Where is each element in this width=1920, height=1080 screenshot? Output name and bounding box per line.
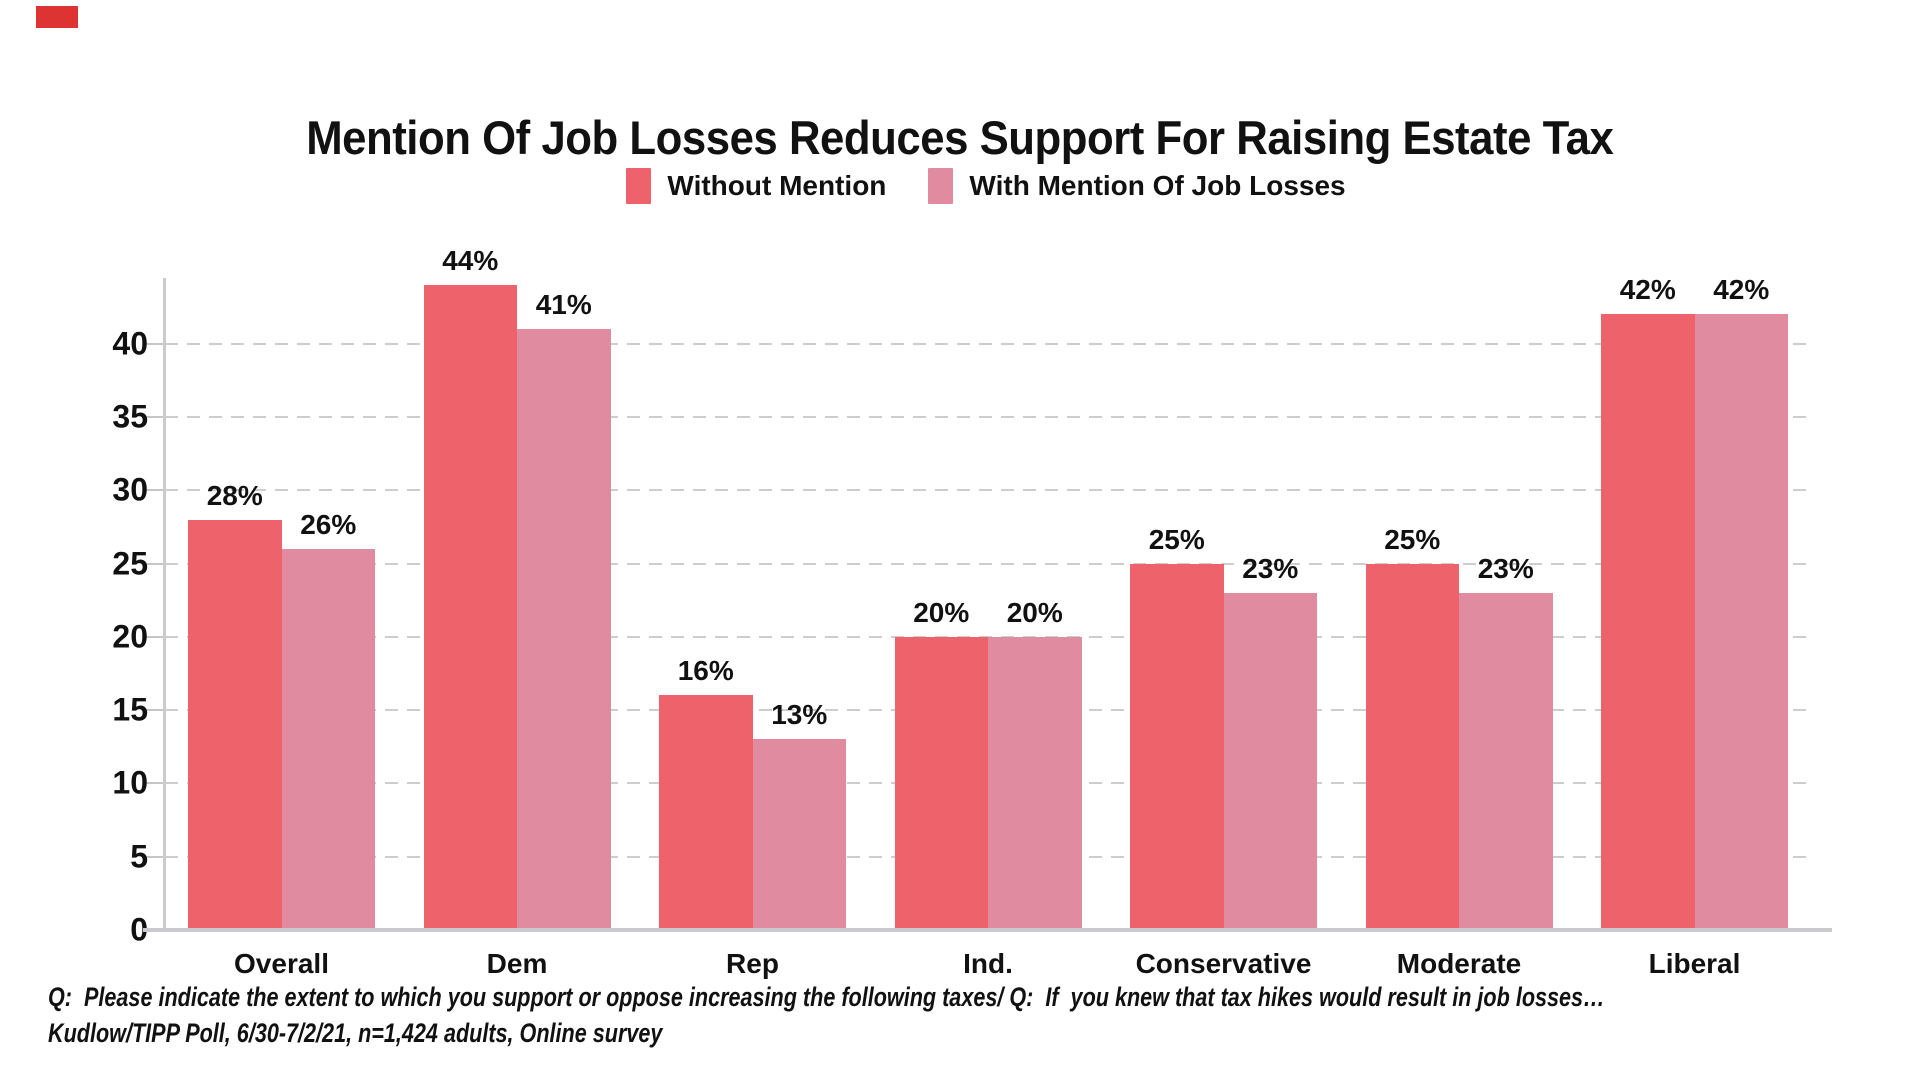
brand-corner-mark bbox=[36, 6, 78, 28]
value-label: 42% bbox=[1619, 274, 1676, 306]
bar-group-rep: 16% 13% bbox=[659, 285, 846, 930]
poll-source-note: Kudlow/TIPP Poll, 6/30-7/2/21, n=1,424 a… bbox=[48, 1018, 663, 1048]
y-tick-mark bbox=[143, 709, 163, 712]
y-tick-label: 10 bbox=[112, 764, 148, 801]
bar-without-mention: 20% bbox=[894, 597, 988, 930]
gridline-35 bbox=[165, 415, 1808, 418]
category-label-dem: Dem bbox=[486, 948, 548, 979]
category-label-liberal: Liberal bbox=[1648, 948, 1741, 979]
value-label: 16% bbox=[677, 655, 734, 687]
value-label: 25% bbox=[1384, 523, 1441, 555]
bar-without-mention: 25% bbox=[1130, 524, 1224, 930]
value-label: 23% bbox=[1477, 552, 1534, 584]
category-label-rep: Rep bbox=[726, 948, 779, 979]
category-label-conservative: Conservative bbox=[1135, 948, 1312, 979]
y-tick-mark bbox=[143, 562, 163, 565]
y-tick-mark bbox=[143, 415, 163, 418]
value-label: 13% bbox=[771, 699, 828, 731]
bar-group-liberal: 42% 42% bbox=[1601, 274, 1788, 930]
bar-with-mention: 20% bbox=[988, 597, 1082, 930]
y-tick-mark bbox=[143, 635, 163, 638]
y-tick-mark bbox=[143, 782, 163, 785]
legend-swatch-red bbox=[626, 168, 652, 204]
y-tick-label: 35 bbox=[112, 398, 148, 435]
value-label: 41% bbox=[535, 288, 592, 320]
bar-group-ind: 20% 20% bbox=[894, 285, 1082, 930]
y-tick-mark bbox=[143, 342, 163, 345]
category-label-moderate: Moderate bbox=[1396, 948, 1522, 979]
legend-swatch-pink bbox=[928, 168, 954, 204]
y-tick-label: 25 bbox=[112, 545, 148, 582]
bar-with-mention: 26% bbox=[281, 509, 375, 930]
bar-with-mention: 41% bbox=[517, 289, 611, 930]
value-label: 42% bbox=[1713, 274, 1770, 306]
y-tick-label: 20 bbox=[112, 618, 148, 655]
legend-label: Without Mention bbox=[667, 170, 887, 201]
bar-with-mention: 23% bbox=[1459, 553, 1553, 930]
bar-without-mention: 25% bbox=[1365, 524, 1459, 930]
value-label: 26% bbox=[300, 508, 357, 540]
survey-question-note: Q: Please indicate the extent to which y… bbox=[48, 982, 1605, 1012]
y-tick-label: 0 bbox=[130, 911, 148, 948]
chart-title: Mention Of Job Losses Reduces Support Fo… bbox=[306, 111, 1614, 165]
value-label: 25% bbox=[1148, 523, 1205, 555]
bar-group-conservative: 25% 23% bbox=[1130, 285, 1317, 930]
gridline-40 bbox=[165, 342, 1808, 345]
bar-group-overall: 28% 26% bbox=[188, 285, 375, 930]
bar-without-mention: 16% bbox=[659, 655, 753, 930]
category-label-ind: Ind. bbox=[963, 948, 1013, 979]
value-label: 20% bbox=[1006, 596, 1063, 628]
chart-footnotes: Q: Please indicate the extent to which y… bbox=[48, 984, 1920, 1047]
bar-without-mention: 28% bbox=[188, 480, 282, 930]
value-label: 23% bbox=[1242, 552, 1299, 584]
bar-with-mention: 42% bbox=[1694, 274, 1788, 930]
bar-without-mention: 42% bbox=[1601, 274, 1695, 930]
y-tick-mark bbox=[143, 855, 163, 858]
value-label: 20% bbox=[913, 596, 970, 628]
bar-without-mention: 44% bbox=[423, 245, 517, 930]
y-tick-label: 30 bbox=[112, 471, 148, 508]
legend-item-with-mention: With Mention Of Job Losses bbox=[928, 168, 1346, 204]
y-tick-label: 15 bbox=[112, 691, 148, 728]
value-label: 44% bbox=[442, 245, 499, 276]
bar-group-dem: 44% 41% bbox=[423, 245, 611, 930]
gridline-25 bbox=[165, 562, 1808, 565]
gridline-20 bbox=[165, 635, 1808, 638]
legend-item-without-mention: Without Mention bbox=[626, 168, 886, 204]
bar-with-mention: 23% bbox=[1223, 553, 1317, 930]
y-axis-line bbox=[163, 278, 166, 932]
x-axis-baseline bbox=[143, 928, 1832, 932]
bar-chart-plot-area: 0 5 10 15 20 25 30 35 40 28% 26% Overall 44% 41% Dem 16… bbox=[0, 245, 1920, 979]
y-tick-label: 5 bbox=[130, 838, 148, 875]
bar-group-moderate: 25% 23% bbox=[1365, 285, 1553, 930]
y-tick-label: 40 bbox=[112, 325, 148, 362]
y-tick-mark bbox=[143, 489, 163, 492]
legend: Without Mention With Mention Of Job Loss… bbox=[0, 168, 1920, 204]
value-label: 28% bbox=[206, 479, 263, 511]
category-label-overall: Overall bbox=[234, 948, 329, 979]
legend-label: With Mention Of Job Losses bbox=[969, 170, 1346, 201]
gridline-30 bbox=[165, 489, 1808, 492]
bar-with-mention: 13% bbox=[752, 699, 846, 930]
